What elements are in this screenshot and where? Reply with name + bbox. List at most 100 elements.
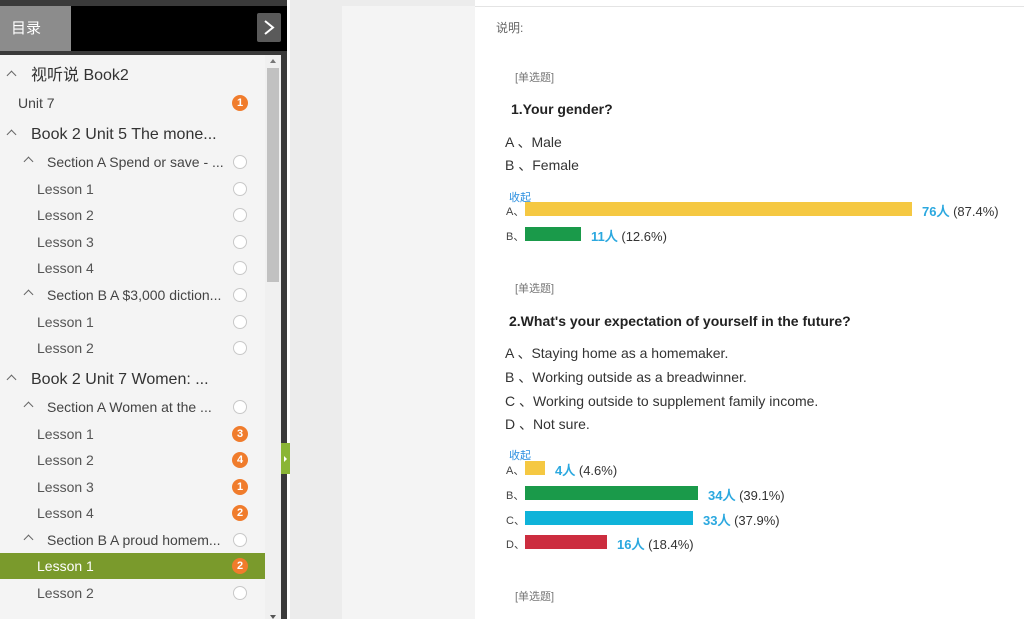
- result-count: 76人: [922, 204, 950, 219]
- result-bar: [525, 486, 698, 500]
- chevron-right-icon: [264, 20, 275, 35]
- progress-ring-icon: [233, 182, 247, 196]
- progress-ring-icon: [233, 261, 247, 275]
- result-value: 34人 (39.1%): [708, 485, 785, 504]
- result-percent: (12.6%): [621, 229, 667, 244]
- count-badge: 3: [232, 426, 248, 442]
- result-value: 11人 (12.6%): [591, 226, 667, 245]
- tree-item[interactable]: Lesson 4: [0, 255, 265, 281]
- result-option-letter: B、: [506, 490, 525, 502]
- survey-results: 说明: [单选题] 1.Your gender? A 、Male B 、Fema…: [475, 7, 1024, 619]
- tree-item[interactable]: Lesson 1: [0, 309, 265, 335]
- tree-item[interactable]: Lesson 1 3: [0, 421, 265, 447]
- question-title: 1.Your gender?: [511, 101, 613, 117]
- collapse-sidebar-button[interactable]: [257, 13, 281, 42]
- tree-item[interactable]: Lesson 3 1: [0, 474, 265, 500]
- tree-item[interactable]: Lesson 2 4: [0, 447, 265, 473]
- collapse-link[interactable]: 收起: [509, 450, 531, 462]
- note-label: 说明:: [496, 21, 524, 35]
- collapse-link[interactable]: 收起: [509, 192, 531, 204]
- count-badge: 1: [232, 95, 248, 111]
- expand-caret-icon[interactable]: [23, 156, 34, 167]
- progress-ring-icon: [233, 235, 247, 249]
- result-value: 4人 (4.6%): [555, 460, 617, 479]
- question-type: [单选题]: [515, 72, 555, 84]
- tree-item-label: Lesson 4: [37, 260, 94, 276]
- expand-caret-icon[interactable]: [6, 374, 17, 385]
- progress-ring-icon: [233, 315, 247, 329]
- tree-item[interactable]: Lesson 1 2: [0, 553, 265, 579]
- expand-caret-icon[interactable]: [23, 534, 34, 545]
- progress-ring-icon: [233, 586, 247, 600]
- progress-ring-icon: [233, 341, 247, 355]
- tree-item-label: Lesson 1: [37, 314, 94, 330]
- tree-item[interactable]: Lesson 3: [0, 229, 265, 255]
- sidebar: 目录 视听说 Book2 Unit 7 1 Book 2 Unit 5 The mon…: [0, 0, 290, 619]
- tree-item-label: Lesson 2: [37, 207, 94, 223]
- tree-item-label: Book 2 Unit 5 The mone...: [31, 126, 217, 143]
- result-bar: [525, 535, 607, 549]
- tree-item-label: Lesson 4: [37, 505, 94, 521]
- result-count: 34人: [708, 488, 736, 503]
- progress-ring-icon: [233, 533, 247, 547]
- tree-item-label: Section A Spend or save - ...: [47, 154, 224, 170]
- tree-item[interactable]: Lesson 2: [0, 580, 265, 606]
- sidebar-scrollbar[interactable]: [265, 55, 281, 619]
- scroll-down-arrow-icon[interactable]: [270, 615, 276, 619]
- tree-item[interactable]: Lesson 2: [0, 202, 265, 228]
- question-title: 2.What's your expectation of yourself in…: [509, 313, 851, 329]
- result-bar: [525, 461, 545, 475]
- tree-item[interactable]: Section A Women at the ...: [0, 394, 265, 420]
- expand-caret-icon[interactable]: [6, 129, 17, 140]
- scrollbar-thumb[interactable]: [267, 68, 279, 282]
- result-option-letter: B、: [506, 231, 525, 243]
- result-option-letter: C、: [506, 515, 525, 527]
- result-bar: [525, 202, 912, 216]
- result-option-letter: A、: [506, 206, 525, 218]
- result-value: 76人 (87.4%): [922, 201, 999, 220]
- question-type: [单选题]: [515, 283, 555, 295]
- expand-caret-icon[interactable]: [23, 401, 34, 412]
- tree-item-label: Lesson 1: [37, 181, 94, 197]
- tree-item[interactable]: 视听说 Book2: [0, 63, 265, 89]
- progress-ring-icon: [233, 155, 247, 169]
- sidebar-drag-handle[interactable]: [281, 443, 290, 474]
- result-percent: (87.4%): [953, 204, 999, 219]
- catalog-tab[interactable]: 目录: [0, 6, 71, 51]
- tree-item-label: Lesson 3: [37, 234, 94, 250]
- result-count: 16人: [617, 537, 645, 552]
- tree-item-label: Lesson 2: [37, 452, 94, 468]
- count-badge: 2: [232, 558, 248, 574]
- tree-item[interactable]: Unit 7 1: [0, 90, 265, 116]
- result-bar: [525, 227, 581, 241]
- scroll-up-arrow-icon[interactable]: [270, 59, 276, 63]
- tree-item[interactable]: Section A Spend or save - ...: [0, 149, 265, 175]
- tree-item[interactable]: Lesson 4 2: [0, 500, 265, 526]
- tree-item[interactable]: Lesson 2: [0, 335, 265, 361]
- tree-item[interactable]: Section B A proud homem...: [0, 527, 265, 553]
- option-b: B 、Working outside as a breadwinner.: [505, 369, 747, 385]
- tree-item-label: Lesson 2: [37, 340, 94, 356]
- gutter-panel: [342, 6, 475, 619]
- tree-item[interactable]: Book 2 Unit 5 The mone...: [0, 122, 265, 148]
- tree-item-label: Lesson 1: [37, 558, 94, 574]
- progress-ring-icon: [233, 400, 247, 414]
- expand-caret-icon[interactable]: [23, 289, 34, 300]
- question-type: [单选题]: [515, 591, 555, 603]
- tree-item[interactable]: Section B A $3,000 diction...: [0, 282, 265, 308]
- sidebar-header: 目录: [0, 6, 287, 51]
- result-count: 33人: [703, 513, 731, 528]
- expand-caret-icon[interactable]: [6, 70, 17, 81]
- result-value: 33人 (37.9%): [703, 510, 780, 529]
- result-option-letter: D、: [506, 539, 525, 551]
- tree-item-label: 视听说 Book2: [31, 67, 129, 84]
- result-count: 4人: [555, 463, 576, 478]
- arrow-right-icon: [284, 456, 287, 462]
- option-a: A 、Staying home as a homemaker.: [505, 345, 729, 361]
- tree-item[interactable]: Book 2 Unit 7 Women: ...: [0, 367, 265, 393]
- tree-item[interactable]: Lesson 1: [0, 176, 265, 202]
- count-badge: 1: [232, 479, 248, 495]
- result-bar: [525, 511, 693, 525]
- result-percent: (18.4%): [648, 537, 694, 552]
- tree-item-label: Unit 7: [18, 95, 55, 111]
